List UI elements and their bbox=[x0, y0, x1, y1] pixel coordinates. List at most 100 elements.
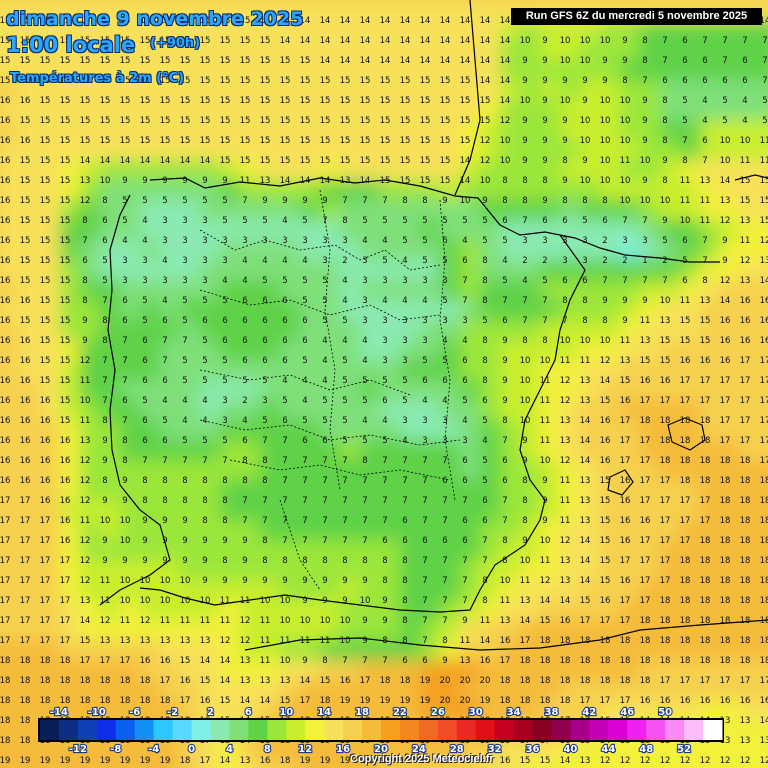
temperature-value: 16 bbox=[40, 416, 51, 426]
temperature-value: 3 bbox=[562, 256, 567, 266]
temperature-value: 5 bbox=[342, 416, 347, 426]
temperature-value: 14 bbox=[360, 36, 371, 46]
temperature-value: 5 bbox=[202, 336, 207, 346]
temperature-value: 7 bbox=[422, 456, 427, 466]
temperature-value: 18 bbox=[640, 656, 651, 666]
legend-color-swatch bbox=[362, 720, 382, 740]
temperature-value: 15 bbox=[0, 56, 10, 66]
temperature-value: 18 bbox=[100, 696, 111, 706]
temperature-value: 18 bbox=[720, 556, 731, 566]
temperature-value: 7 bbox=[302, 496, 307, 506]
temperature-value: 17 bbox=[600, 616, 611, 626]
temperature-value: 17 bbox=[600, 696, 611, 706]
temperature-value: 15 bbox=[240, 36, 251, 46]
temperature-value: 7 bbox=[362, 196, 367, 206]
temperature-value: 10 bbox=[740, 136, 751, 146]
temperature-value: 8 bbox=[142, 476, 147, 486]
temperature-value: 16 bbox=[480, 656, 491, 666]
temperature-value: 4 bbox=[242, 276, 247, 286]
temperature-value: 8 bbox=[242, 456, 247, 466]
temperature-value: 3 bbox=[402, 316, 407, 326]
temperature-value: 6 bbox=[242, 296, 247, 306]
temperature-value: 17 bbox=[620, 596, 631, 606]
temperature-value: 11 bbox=[640, 316, 651, 326]
legend-color-swatch bbox=[475, 720, 496, 740]
temperature-value: 8 bbox=[482, 576, 487, 586]
temperature-value: 18 bbox=[120, 696, 131, 706]
temperature-value: 15 bbox=[260, 56, 271, 66]
temperature-value: 8 bbox=[402, 596, 407, 606]
temperature-value: 6 bbox=[682, 276, 687, 286]
temperature-value: 14 bbox=[760, 276, 768, 286]
temperature-value: 4 bbox=[702, 96, 707, 106]
temperature-value: 17 bbox=[480, 756, 491, 766]
temperature-value: 5 bbox=[142, 296, 147, 306]
temperature-value: 9 bbox=[622, 296, 627, 306]
temperature-value: 3 bbox=[362, 276, 367, 286]
temperature-value: 7 bbox=[302, 456, 307, 466]
temperature-value: 7 bbox=[282, 496, 287, 506]
temperature-value: 11 bbox=[260, 616, 271, 626]
temperature-value: 18 bbox=[680, 636, 691, 646]
temperature-value: 12 bbox=[240, 636, 251, 646]
temperature-value: 18 bbox=[700, 536, 711, 546]
temperature-value: 8 bbox=[402, 556, 407, 566]
temperature-value: 15 bbox=[120, 116, 131, 126]
temperature-value: 6 bbox=[122, 296, 127, 306]
temperature-value: 18 bbox=[540, 676, 551, 686]
temperature-value: 3 bbox=[622, 236, 627, 246]
temperature-value: 18 bbox=[740, 556, 751, 566]
temperature-value: 16 bbox=[60, 456, 71, 466]
legend-top-label: 42 bbox=[582, 707, 596, 718]
temperature-value: 15 bbox=[40, 136, 51, 146]
temperature-value: 18 bbox=[760, 536, 768, 546]
temperature-value: 10 bbox=[600, 176, 611, 186]
temperature-value: 3 bbox=[442, 276, 447, 286]
temperature-value: 19 bbox=[420, 676, 431, 686]
temperature-value: 5 bbox=[102, 256, 107, 266]
temperature-value: 3 bbox=[422, 316, 427, 326]
temperature-value: 15 bbox=[40, 356, 51, 366]
temperature-value: 18 bbox=[500, 696, 511, 706]
legend-top-label: 2 bbox=[207, 707, 214, 718]
temperature-value: 8 bbox=[262, 476, 267, 486]
temperature-value: 7 bbox=[262, 516, 267, 526]
temperature-value: 6 bbox=[422, 376, 427, 386]
temperature-value: 15 bbox=[280, 156, 291, 166]
temperature-value: 7 bbox=[302, 536, 307, 546]
temperature-value: 10 bbox=[300, 616, 311, 626]
temperature-value: 9 bbox=[102, 536, 107, 546]
temperature-value: 18 bbox=[40, 696, 51, 706]
temperature-value: 18 bbox=[400, 756, 411, 766]
temperature-value: 9 bbox=[102, 496, 107, 506]
temperature-value: 9 bbox=[322, 196, 327, 206]
temperature-value: 16 bbox=[20, 436, 31, 446]
temperature-value: 10 bbox=[560, 56, 571, 66]
temperature-value: 6 bbox=[102, 216, 107, 226]
temperature-value: 3 bbox=[442, 436, 447, 446]
temperature-value: 8 bbox=[222, 556, 227, 566]
temperature-value: 9 bbox=[502, 336, 507, 346]
temperature-value: 7 bbox=[702, 36, 707, 46]
temperature-value: 2 bbox=[522, 256, 527, 266]
temperature-value: 15 bbox=[460, 76, 471, 86]
temperature-value: 12 bbox=[540, 576, 551, 586]
temperature-value: 2 bbox=[662, 256, 667, 266]
temperature-value: 15 bbox=[400, 116, 411, 126]
temperature-value: 4 bbox=[182, 416, 187, 426]
temperature-value: 17 bbox=[100, 656, 111, 666]
temperature-value: 17 bbox=[60, 576, 71, 586]
temperature-value: 13 bbox=[740, 216, 751, 226]
temperature-value: 7 bbox=[482, 536, 487, 546]
legend-color-swatch bbox=[267, 720, 287, 740]
temperature-value: 8 bbox=[602, 316, 607, 326]
temperature-value: 18 bbox=[440, 756, 451, 766]
temperature-value: 7 bbox=[642, 276, 647, 286]
temperature-value: 5 bbox=[422, 356, 427, 366]
temperature-value: 15 bbox=[380, 156, 391, 166]
temperature-value: 15 bbox=[40, 376, 51, 386]
temperature-value: 7 bbox=[342, 476, 347, 486]
temperature-value: 12 bbox=[80, 536, 91, 546]
temperature-value: 15 bbox=[240, 76, 251, 86]
temperature-value: 15 bbox=[220, 76, 231, 86]
